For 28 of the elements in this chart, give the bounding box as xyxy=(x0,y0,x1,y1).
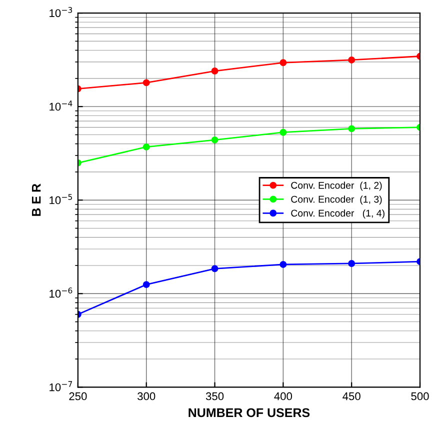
y-tick-label: 10$^{−4}$ xyxy=(50,100,72,111)
x-tick-label: 300 xyxy=(138,392,156,400)
y-tick-label: 10$^{−6}$ xyxy=(50,288,72,298)
point xyxy=(142,79,150,86)
point xyxy=(211,68,218,74)
legend-label: Conv. Encoder (1, 2) xyxy=(291,182,382,191)
point xyxy=(280,260,287,268)
legend-label: Conv. Encoder (1, 4) xyxy=(291,209,384,219)
y-axis-title: B E R xyxy=(32,184,41,216)
y-tick-label: 10$^{−5}$ xyxy=(50,194,72,204)
y-tick-label: 10$^{−3}$ xyxy=(50,6,72,18)
point xyxy=(348,56,356,64)
point xyxy=(142,281,150,288)
point xyxy=(280,128,287,136)
x-tick-label: 400 xyxy=(274,392,292,400)
legend-label: Conv. Encoder (1, 3) xyxy=(291,196,382,205)
point xyxy=(348,260,356,267)
point xyxy=(280,59,287,66)
point xyxy=(211,265,218,272)
point xyxy=(211,136,218,144)
y-tick-label: 10$^{−7}$ xyxy=(50,381,72,392)
x-tick-label: 450 xyxy=(342,392,360,400)
x-axis-title: NUMBER OF USERS xyxy=(188,408,310,418)
point xyxy=(348,125,356,132)
x-tick-label: 250 xyxy=(69,392,87,400)
x-tick-label: 500 xyxy=(411,392,429,400)
point xyxy=(142,143,150,150)
x-tick-label: 350 xyxy=(206,392,224,400)
